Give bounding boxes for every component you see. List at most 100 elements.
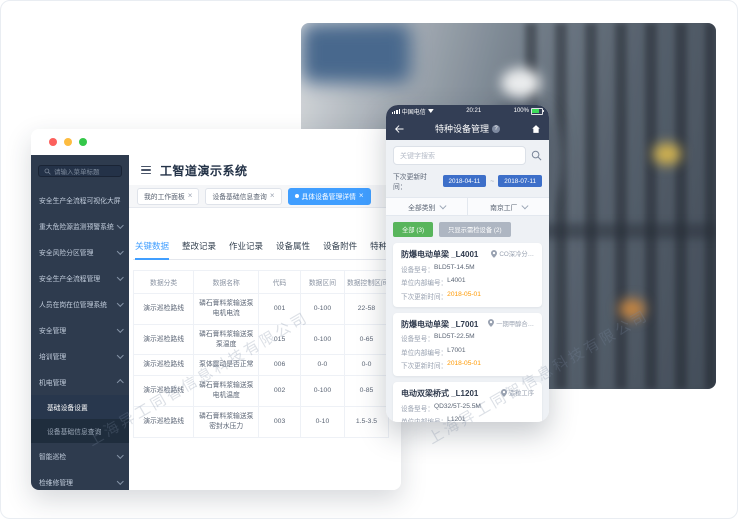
- internal-code-label: 单位内部编号：: [401, 280, 448, 287]
- close-tab-icon[interactable]: ×: [187, 191, 193, 200]
- signal-icon: [392, 108, 400, 114]
- chevron-down-icon: [116, 451, 123, 459]
- chevron-down-icon: [116, 221, 123, 229]
- home-button[interactable]: [531, 124, 541, 134]
- back-arrow-icon: [395, 124, 404, 133]
- table-row: 演示巡检路线 泵体震动是否正常 006 0-0 0-0: [132, 354, 390, 377]
- hamburger-menu-icon[interactable]: [141, 165, 151, 175]
- tab-my-workpanel[interactable]: 我的工作面板 ×: [137, 187, 200, 205]
- sidebar-item-safety-mgmt[interactable]: 安全管理: [31, 317, 129, 343]
- date-range-separator: ~: [490, 177, 495, 185]
- sidebar-item-visual-screen[interactable]: 安全生产全流程可视化大屏: [39, 198, 121, 205]
- sidebar-subitem-equipment-info[interactable]: 设备基础信息查询: [47, 429, 102, 436]
- sidebar-item-safety-process[interactable]: 安全生产全流程管理: [31, 265, 129, 291]
- minimize-window-button[interactable]: [64, 138, 72, 146]
- sidebar-search-input[interactable]: 请输入菜单标题: [38, 165, 122, 177]
- equipment-card[interactable]: 电动双梁桥式 _L1201 造粒工序 设备型号：QD32/5T-25.5M 单位…: [393, 382, 542, 422]
- main-area: 工智道演示系统 我的工作面板 × 设备基础信息查询 × 具体设备管理详情 ×: [129, 155, 401, 490]
- desktop-window: 请输入菜单标题 安全生产全流程可视化大屏 重大危险源监测预警系统 安全风险分区管…: [31, 129, 401, 490]
- date-from-button[interactable]: 2018-04-11: [442, 175, 487, 187]
- window-titlebar: [31, 129, 401, 155]
- next-update-value: 2018-05-01: [447, 360, 481, 367]
- sidebar-item-smart-inspection[interactable]: 智能巡检: [31, 443, 129, 469]
- filter-selects: 全部类别 南京工厂: [386, 197, 549, 216]
- key-data-table: 数据分类 数据名称 代码 数据区间 数据控制区间 演示巡检路线 磷石膏料浆输送泵电…: [132, 270, 390, 438]
- model-value: BLD5T-14.5M: [433, 263, 475, 271]
- equipment-title: 防爆电动单梁 _L7001: [401, 319, 479, 329]
- keyword-search-input[interactable]: 关键字搜索: [393, 146, 526, 165]
- active-dot-icon: [294, 194, 299, 198]
- tab-key-data[interactable]: 关键数据: [135, 241, 170, 260]
- tab-equipment-info-query[interactable]: 设备基础信息查询 ×: [205, 187, 282, 205]
- mobile-body: 关键字搜索 下次更新时间： 2018-04-11 ~ 2018-07-11 全部…: [386, 140, 549, 422]
- mobile-window: 中国电信 20:21 100% 特种设备管理 ?: [386, 105, 549, 422]
- equipment-title: 电动双梁桥式 _L1201: [401, 389, 479, 398]
- clock-label: 20:21: [466, 108, 482, 114]
- factory-select[interactable]: 南京工厂: [467, 198, 549, 215]
- status-bar: 中国电信 20:21 100%: [386, 105, 549, 117]
- close-window-button[interactable]: [49, 138, 57, 146]
- mobile-page-title: 特种设备管理 ?: [386, 122, 549, 135]
- photo-blue-machine: [301, 23, 411, 83]
- sidebar-item-training[interactable]: 培训管理: [31, 343, 129, 369]
- chevron-down-icon: [440, 202, 447, 209]
- location-pin-icon: [500, 388, 507, 397]
- next-update-value: 2018-05-01: [447, 290, 481, 298]
- sidebar-item-risk-zone[interactable]: 安全风险分区管理: [31, 239, 129, 265]
- tab-equipment-attrs[interactable]: 设备属性: [276, 241, 311, 251]
- back-button[interactable]: [394, 124, 404, 134]
- column-header: 数据分类: [132, 270, 195, 294]
- mobile-navbar: 特种设备管理 ?: [386, 117, 549, 140]
- close-tab-icon[interactable]: ×: [269, 191, 275, 200]
- content-area: 关键数据 整改记录 作业记录 设备属性 设备附件 特种设备附件 数据分类 数据名…: [129, 208, 401, 490]
- photo-pipes: [525, 23, 716, 389]
- search-icon[interactable]: [531, 150, 542, 161]
- model-label: 设备型号：: [401, 405, 434, 413]
- model-value: BLD5T-22.5M: [433, 333, 475, 340]
- column-header: 数据名称: [193, 270, 260, 294]
- carrier-label: 中国电信: [401, 109, 426, 116]
- chevron-down-icon: [116, 273, 123, 281]
- sidebar-item-hazard-monitor[interactable]: 重大危险源监测预警系统: [31, 213, 129, 239]
- wifi-icon: [427, 109, 434, 113]
- internal-code-label: 单位内部编号：: [401, 349, 448, 357]
- sidebar-item-personnel[interactable]: 人员在岗在位管理系统: [31, 291, 129, 317]
- location-pin-icon: [491, 249, 498, 258]
- tab-special-attachments[interactable]: 特种设备附件: [370, 240, 401, 252]
- chevron-down-icon: [116, 477, 123, 485]
- next-update-label: 下次更新时间：: [401, 363, 448, 370]
- search-icon: [44, 168, 51, 175]
- table-row: 演示巡检路线 磷石膏料浆输送泵电机温度 002 0-100 0-85: [132, 375, 390, 407]
- model-label: 设备型号：: [401, 266, 434, 274]
- internal-code-label: 单位内部编号：: [401, 416, 447, 422]
- equipment-card[interactable]: 防爆电动单梁 _L7001 一期甲醇合… 设备型号： BLD5T-22.5M 单位…: [393, 312, 542, 376]
- filter-all-button[interactable]: 全部 (3): [393, 222, 434, 237]
- equipment-title: 防爆电动单梁 _L4001: [401, 250, 479, 259]
- sidebar-item-electromechanical[interactable]: 机电管理: [31, 369, 129, 395]
- filter-need-inspection-button[interactable]: 只显示需检设备 (2): [439, 222, 511, 237]
- internal-code-value: L4001: [447, 277, 466, 284]
- tab-rectify-records[interactable]: 整改记录: [182, 241, 217, 251]
- category-select[interactable]: 全部类别: [386, 198, 467, 215]
- tab-equipment-detail[interactable]: 具体设备管理详情 ×: [287, 187, 371, 205]
- model-label: 设备型号：: [401, 336, 434, 343]
- sidebar-submenu: 基础设备设置 设备基础信息查询: [31, 395, 129, 443]
- search-placeholder: 关键字搜索: [400, 152, 435, 160]
- equipment-card[interactable]: 防爆电动单梁 _L4001 CO深冷分… 设备型号： BLD5T-14.5M 单位…: [393, 243, 542, 307]
- date-to-button[interactable]: 2018-07-11: [498, 175, 542, 187]
- photo-orange-helmet: [619, 299, 645, 319]
- close-tab-icon[interactable]: ×: [358, 191, 364, 200]
- tab-job-records[interactable]: 作业记录: [229, 241, 264, 251]
- next-update-label: 下次更新时间：: [393, 174, 427, 191]
- sidebar: 请输入菜单标题 安全生产全流程可视化大屏 重大危险源监测预警系统 安全风险分区管…: [31, 155, 129, 490]
- maximize-window-button[interactable]: [79, 138, 87, 146]
- sidebar-item-maintenance[interactable]: 检维修管理: [31, 469, 129, 490]
- table-row: 演示巡检路线 磷石膏料浆输送泵电机电流 001 0-100 22-58: [132, 293, 390, 325]
- sidebar-menu: 安全生产全流程可视化大屏 重大危险源监测预警系统 安全风险分区管理 安全生产全流…: [31, 187, 129, 490]
- location-pin-icon: [488, 319, 495, 327]
- chevron-down-icon: [116, 299, 123, 307]
- tab-equipment-attachments[interactable]: 设备附件: [323, 241, 358, 251]
- next-update-label: 下次更新时间：: [401, 293, 448, 301]
- sidebar-subitem-basic-equipment[interactable]: 基础设备设置: [31, 395, 129, 419]
- column-header: 代码: [258, 270, 301, 294]
